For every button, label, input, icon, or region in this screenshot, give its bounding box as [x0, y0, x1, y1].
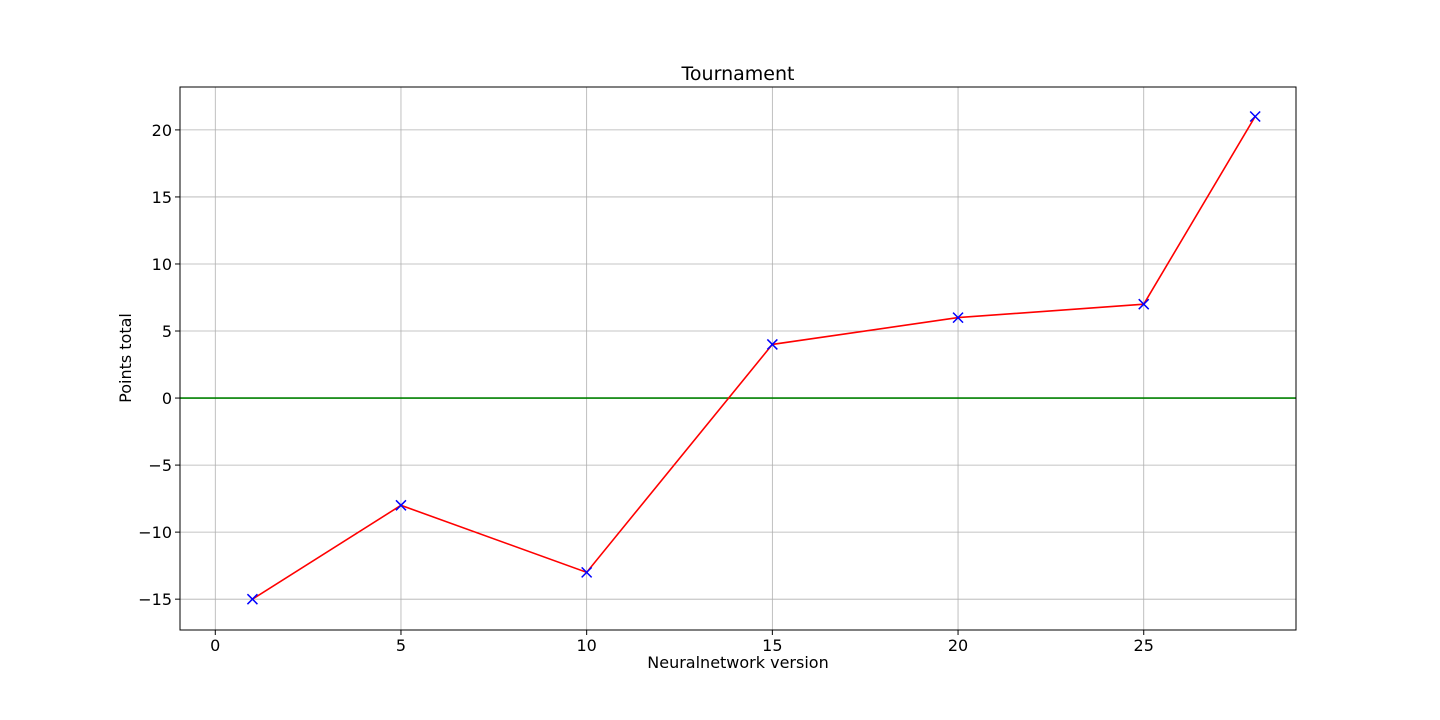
- marker-stroke-b: [395, 499, 407, 511]
- marker-stroke-b: [246, 593, 258, 605]
- data-point-28: [1249, 110, 1261, 123]
- data-point-15: [766, 338, 778, 350]
- y-axis-ticks: −15 −10 −5 0 5 10 15 20: [138, 121, 180, 609]
- y-tick-label--5: −5: [148, 456, 172, 475]
- y-axis-label: Points total: [116, 313, 135, 403]
- marker-stroke-b: [1138, 298, 1150, 310]
- data-series: [246, 110, 1261, 605]
- x-axis-ticks: 0 5 10 15 20 25: [210, 630, 1154, 655]
- x-tick-label-5: 5: [396, 636, 406, 655]
- x-tick-label-15: 15: [762, 636, 782, 655]
- data-point-5: [395, 499, 407, 511]
- marker-stroke-b: [952, 312, 964, 324]
- y-tick-label-0: 0: [162, 389, 172, 408]
- x-tick-label-20: 20: [948, 636, 968, 655]
- data-point-20: [952, 312, 964, 324]
- x-tick-label-10: 10: [576, 636, 596, 655]
- x-axis-label: Neuralnetwork version: [647, 653, 828, 672]
- y-tick-label-10: 10: [152, 255, 172, 274]
- x-tick-label-25: 25: [1134, 636, 1154, 655]
- data-point-1: [246, 593, 258, 605]
- data-point-10: [581, 566, 593, 578]
- x-tick-label-0: 0: [210, 636, 220, 655]
- y-tick-label-20: 20: [152, 121, 172, 140]
- data-point-25: [1138, 298, 1150, 310]
- y-tick-label--10: −10: [138, 523, 172, 542]
- chart-title: Tournament: [681, 63, 795, 85]
- y-tick-label-15: 15: [152, 188, 172, 207]
- marker-stroke-b: [581, 566, 593, 578]
- marker-stroke-b: [1249, 110, 1261, 123]
- marker-stroke-b: [766, 338, 778, 350]
- plot-area-frame: [179, 86, 1297, 631]
- y-tick-label-5: 5: [162, 322, 172, 341]
- y-tick-label--15: −15: [138, 590, 172, 609]
